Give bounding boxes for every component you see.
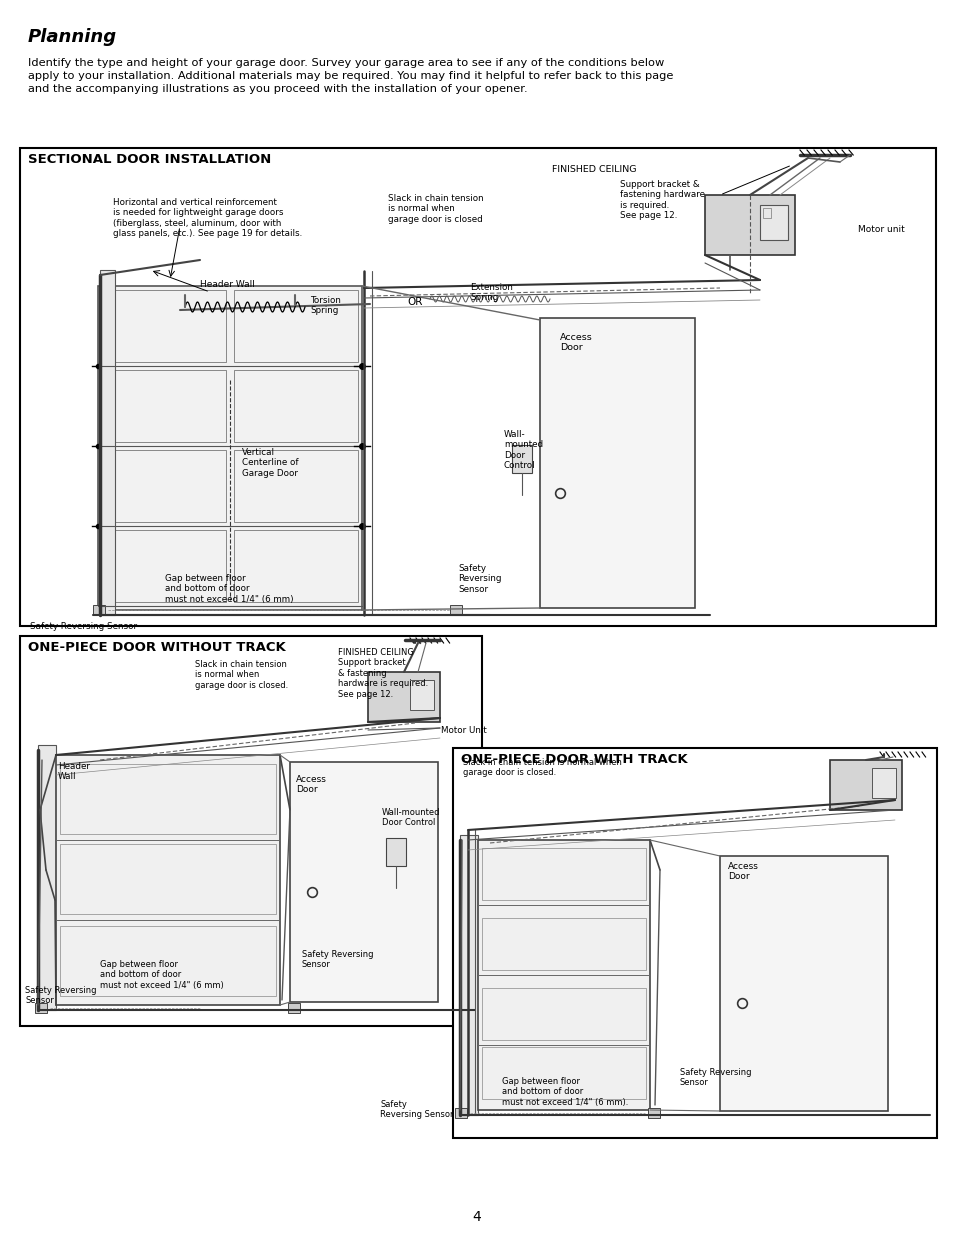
Text: Slack in chain tension
is normal when
garage door is closed.: Slack in chain tension is normal when ga… [194, 659, 288, 690]
Bar [60, 926, 275, 995]
Text: Motor Unit: Motor Unit [440, 726, 486, 735]
Text: ONE-PIECE DOOR WITH TRACK: ONE-PIECE DOOR WITH TRACK [460, 753, 687, 766]
Bar [233, 290, 357, 362]
Bar [233, 530, 357, 601]
Text: OR: OR [407, 296, 422, 308]
Text: Wall-mounted
Door Control: Wall-mounted Door Control [381, 808, 440, 827]
Text: Vertical
Centerline of
Garage Door: Vertical Centerline of Garage Door [242, 448, 298, 478]
Text: FINISHED CEILING
Support bracket
& fastening
hardware is required.
See page 12.: FINISHED CEILING Support bracket & faste… [337, 648, 428, 699]
Bar [60, 764, 275, 834]
Bar [35, 1003, 47, 1013]
Bar [512, 445, 532, 473]
Bar [386, 839, 406, 866]
Text: Motor unit: Motor unit [857, 226, 903, 235]
Bar [290, 762, 437, 1002]
Bar [368, 672, 439, 722]
Bar [233, 370, 357, 442]
Text: 4: 4 [472, 1210, 481, 1224]
Text: Identify the type and height of your garage door. Survey your garage area to see: Identify the type and height of your gar… [28, 58, 673, 94]
Text: Safety
Reversing Sensor: Safety Reversing Sensor [380, 1100, 454, 1119]
Bar [459, 835, 477, 1115]
Bar [38, 745, 56, 1010]
Bar [233, 450, 357, 522]
Text: Access
Door: Access Door [559, 333, 592, 352]
Text: ONE-PIECE DOOR WITHOUT TRACK: ONE-PIECE DOOR WITHOUT TRACK [28, 641, 286, 655]
Bar [481, 988, 645, 1040]
Bar [481, 918, 645, 969]
Text: SECTIONAL DOOR INSTALLATION: SECTIONAL DOOR INSTALLATION [28, 153, 271, 165]
Bar [481, 848, 645, 900]
Bar [288, 1003, 299, 1013]
Bar [829, 760, 901, 810]
Bar [410, 680, 434, 710]
Bar [453, 748, 936, 1137]
Text: Wall-
mounted
Door
Control: Wall- mounted Door Control [503, 430, 542, 471]
Bar [647, 1108, 659, 1118]
Text: Torsion
Spring: Torsion Spring [310, 296, 340, 315]
Bar [102, 450, 226, 522]
Bar [20, 148, 935, 626]
Bar [481, 1047, 645, 1099]
Text: Safety Reversing
Sensor: Safety Reversing Sensor [25, 986, 96, 1005]
Bar [100, 270, 115, 615]
Bar [20, 636, 481, 1026]
Bar [762, 207, 770, 219]
Text: Safety Reversing
Sensor: Safety Reversing Sensor [302, 950, 374, 969]
Text: Horizontal and vertical reinforcement
is needed for lightweight garage doors
(fi: Horizontal and vertical reinforcement is… [112, 198, 302, 238]
Text: Access
Door: Access Door [727, 862, 758, 882]
Bar [450, 605, 461, 615]
Bar [102, 370, 226, 442]
Text: Safety
Reversing
Sensor: Safety Reversing Sensor [457, 564, 501, 594]
Text: Header
Wall: Header Wall [58, 762, 90, 782]
Bar [871, 768, 895, 798]
Text: Planning: Planning [28, 28, 117, 46]
Text: Gap between floor
and bottom of door
must not exceed 1/4" (6 mm).: Gap between floor and bottom of door mus… [501, 1077, 628, 1107]
Bar [56, 755, 280, 1005]
Text: Gap between floor
and bottom of door
must not exceed 1/4" (6 mm): Gap between floor and bottom of door mus… [100, 960, 224, 989]
Text: Extension
Spring: Extension Spring [470, 283, 513, 303]
Bar [455, 1108, 467, 1118]
Bar [92, 605, 105, 615]
Text: Safety Reversing Sensor: Safety Reversing Sensor [30, 622, 137, 631]
Text: Slack in chain tension
is normal when
garage door is closed: Slack in chain tension is normal when ga… [388, 194, 483, 224]
Text: Slack in chain tension is normal when
garage door is closed.: Slack in chain tension is normal when ga… [462, 758, 621, 777]
Text: Header Wall: Header Wall [200, 280, 254, 289]
Text: Access
Door: Access Door [295, 776, 327, 794]
Bar [98, 287, 361, 610]
Text: Safety Reversing
Sensor: Safety Reversing Sensor [679, 1068, 751, 1087]
Bar [102, 530, 226, 601]
Bar [720, 856, 887, 1112]
Bar [704, 195, 794, 254]
Bar [60, 844, 275, 914]
Bar [102, 290, 226, 362]
Bar [477, 840, 649, 1110]
Bar [760, 205, 787, 240]
Text: FINISHED CEILING: FINISHED CEILING [552, 165, 636, 174]
Text: Support bracket &
fastening hardware
is required.
See page 12.: Support bracket & fastening hardware is … [619, 180, 704, 220]
Text: Gap between floor
and bottom of door
must not exceed 1/4" (6 mm): Gap between floor and bottom of door mus… [165, 574, 294, 604]
Bar [539, 317, 695, 608]
